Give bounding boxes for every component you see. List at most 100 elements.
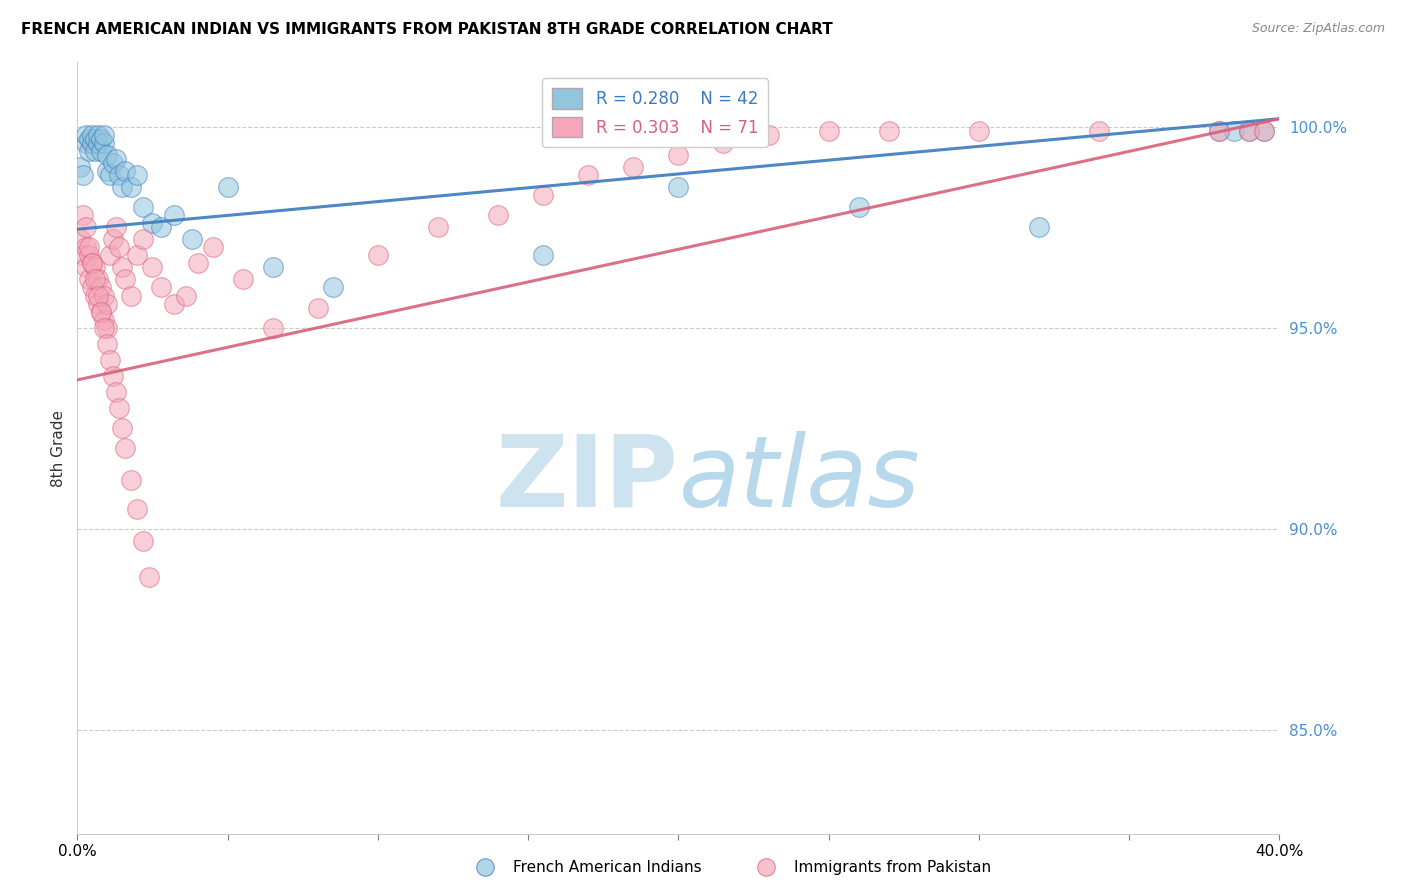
Text: ZIP: ZIP xyxy=(495,431,679,527)
Point xyxy=(150,280,173,294)
Legend: R = 0.280    N = 42, R = 0.303    N = 71: R = 0.280 N = 42, R = 0.303 N = 71 xyxy=(543,78,768,147)
Point xyxy=(141,216,163,230)
Point xyxy=(100,352,122,367)
Point xyxy=(120,474,142,488)
Point xyxy=(120,180,142,194)
Point xyxy=(668,148,690,162)
Point xyxy=(108,168,131,182)
Point xyxy=(1253,124,1275,138)
Point xyxy=(132,232,155,246)
Point xyxy=(307,301,329,315)
Point xyxy=(174,288,197,302)
Point xyxy=(621,160,644,174)
Point xyxy=(668,180,690,194)
Point xyxy=(69,232,91,246)
Point xyxy=(75,136,97,150)
Point xyxy=(96,164,118,178)
Point xyxy=(1239,124,1261,138)
Point xyxy=(82,256,104,270)
Point xyxy=(103,368,125,383)
Text: Immigrants from Pakistan: Immigrants from Pakistan xyxy=(794,860,991,874)
Point xyxy=(162,296,184,310)
Point xyxy=(1208,124,1230,138)
Point xyxy=(1253,124,1275,138)
Point xyxy=(75,260,97,275)
Point xyxy=(262,320,284,334)
Point xyxy=(108,240,131,254)
Point xyxy=(96,336,118,351)
Point xyxy=(1028,220,1050,235)
Point xyxy=(87,128,110,142)
Point xyxy=(100,248,122,262)
Text: Source: ZipAtlas.com: Source: ZipAtlas.com xyxy=(1251,22,1385,36)
Point xyxy=(817,124,839,138)
Point xyxy=(138,570,160,584)
Point xyxy=(132,200,155,214)
Point xyxy=(79,240,101,254)
Point xyxy=(82,128,104,142)
Point xyxy=(75,240,97,254)
Point xyxy=(87,136,110,150)
Point xyxy=(79,144,101,158)
Point xyxy=(90,304,112,318)
Point xyxy=(127,168,149,182)
Point xyxy=(132,533,155,548)
Point xyxy=(103,232,125,246)
Point xyxy=(967,124,990,138)
Point xyxy=(82,136,104,150)
Point xyxy=(877,124,900,138)
Point xyxy=(93,136,115,150)
Point xyxy=(1239,124,1261,138)
Point xyxy=(87,296,110,310)
Point xyxy=(427,220,450,235)
Point xyxy=(141,260,163,275)
Point xyxy=(755,860,778,874)
Point xyxy=(100,168,122,182)
Point xyxy=(87,288,110,302)
Text: atlas: atlas xyxy=(679,431,920,527)
Point xyxy=(84,260,107,275)
Point xyxy=(90,132,112,146)
Point xyxy=(69,160,91,174)
Point xyxy=(180,232,202,246)
Point xyxy=(111,180,134,194)
Point xyxy=(114,441,136,455)
Point xyxy=(75,220,97,235)
Point xyxy=(162,208,184,222)
Point xyxy=(127,248,149,262)
Point xyxy=(108,401,131,415)
Point xyxy=(82,280,104,294)
Point xyxy=(79,248,101,262)
Point xyxy=(758,128,780,142)
Point xyxy=(93,288,115,302)
Point xyxy=(105,384,128,399)
Point xyxy=(105,152,128,166)
Point xyxy=(367,248,389,262)
Point xyxy=(96,148,118,162)
Point xyxy=(217,180,239,194)
Point xyxy=(90,304,112,318)
Point xyxy=(79,132,101,146)
Point xyxy=(82,256,104,270)
Point xyxy=(262,260,284,275)
Point xyxy=(474,860,496,874)
Point xyxy=(90,144,112,158)
Point xyxy=(72,248,94,262)
Point xyxy=(576,168,599,182)
Point xyxy=(322,280,344,294)
Point xyxy=(90,280,112,294)
Point xyxy=(1088,124,1111,138)
Point xyxy=(87,272,110,286)
Point xyxy=(75,128,97,142)
Y-axis label: 8th Grade: 8th Grade xyxy=(51,409,66,487)
Point xyxy=(1223,124,1246,138)
Point xyxy=(96,296,118,310)
Point xyxy=(713,136,735,150)
Point xyxy=(201,240,224,254)
Point xyxy=(84,272,107,286)
Text: French American Indians: French American Indians xyxy=(513,860,702,874)
Point xyxy=(127,501,149,516)
Point xyxy=(111,421,134,435)
Point xyxy=(1208,124,1230,138)
Point xyxy=(531,248,554,262)
